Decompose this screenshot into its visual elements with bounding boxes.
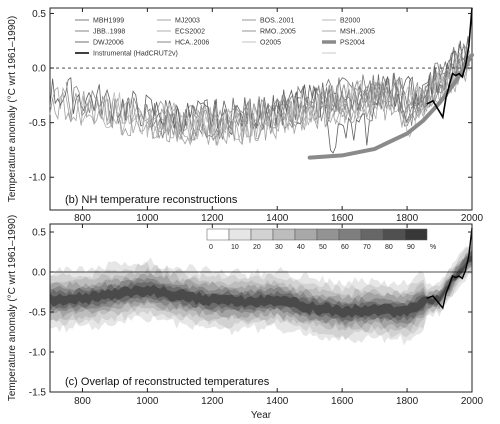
panel-c-y-axis-label: Temperature anomaly (°C wrt 1961–1990) bbox=[7, 215, 18, 401]
panel-b-frame bbox=[49, 7, 473, 211]
colorbar-cell bbox=[360, 228, 384, 241]
colorbar-unit: % bbox=[430, 244, 436, 251]
panel-c-x-ticks: 800 1000 1200 1400 1600 1800 2000 bbox=[74, 224, 484, 407]
x-tick-label: 1000 bbox=[136, 396, 159, 407]
legend-entry: MJ2003 bbox=[175, 18, 200, 25]
y-tick-label: -0.5 bbox=[29, 118, 47, 129]
x-tick-label: 1400 bbox=[266, 396, 289, 407]
legend-entry: JBB..1998 bbox=[93, 29, 125, 36]
legend-entry: MBH1999 bbox=[93, 18, 124, 25]
legend-entry: O2005 bbox=[260, 40, 281, 47]
panel-b-legend: MBH1999 MJ2003 BOS..2001 B2000 JBB..1998 ECS2… bbox=[75, 18, 375, 58]
colorbar-cell bbox=[382, 228, 406, 241]
y-tick-label: 0.5 bbox=[32, 228, 46, 239]
overlap-colorbar: 0 10 20 30 40 50 60 70 80 90% bbox=[206, 228, 436, 251]
panel-c-instrumental-line bbox=[426, 227, 473, 310]
x-tick-label: 1600 bbox=[331, 396, 354, 407]
y-tick-label: -0.5 bbox=[29, 308, 47, 319]
panel-b-x-ticks: 800 1000 1200 1400 1600 1800 2000 bbox=[74, 8, 484, 224]
panel-c-overlap-bands bbox=[50, 240, 472, 346]
colorbar-tick-label: 90 bbox=[407, 244, 415, 251]
legend-entry: HCA..2006 bbox=[175, 40, 209, 47]
panel-c-y-ticks: -1.5 -1.0 -0.5 0.0 0.5 bbox=[29, 228, 472, 399]
overlap-band bbox=[50, 250, 472, 322]
x-tick-label: 1600 bbox=[331, 213, 354, 224]
colorbar-tick-label: 30 bbox=[275, 244, 283, 251]
colorbar-tick-label: 60 bbox=[341, 244, 349, 251]
series-ps2004-line bbox=[307, 53, 474, 160]
colorbar-cell bbox=[294, 228, 318, 241]
reconstruction-line bbox=[276, 43, 470, 127]
reconstruction-line bbox=[98, 47, 471, 141]
x-tick-label: 2000 bbox=[461, 396, 484, 407]
x-tick-label: 800 bbox=[74, 396, 91, 407]
x-axis-label: Year bbox=[251, 410, 272, 421]
colorbar-cell bbox=[404, 228, 428, 241]
colorbar-cell bbox=[272, 228, 296, 241]
x-tick-label: 1000 bbox=[136, 213, 159, 224]
x-tick-label: 1200 bbox=[201, 213, 224, 224]
panel-b: -1.0 -0.5 0.0 0.5 800 1000 1200 1400 1600 1800 20… bbox=[7, 7, 484, 224]
colorbar-tick-label: 70 bbox=[363, 244, 371, 251]
panel-b-reconstruction-lines bbox=[49, 36, 471, 154]
colorbar-tick-label: 20 bbox=[253, 244, 261, 251]
x-tick-label: 800 bbox=[74, 213, 91, 224]
colorbar-cell bbox=[228, 228, 252, 241]
x-tick-label: 1800 bbox=[396, 213, 419, 224]
panel-c-frame bbox=[49, 223, 473, 393]
panel-c-title: (c) Overlap of reconstructed temperature… bbox=[65, 376, 270, 388]
legend-entry: PS2004 bbox=[340, 40, 365, 47]
x-tick-label: 2000 bbox=[461, 213, 484, 224]
legend-entry: BOS..2001 bbox=[260, 18, 294, 25]
colorbar-tick-label: 10 bbox=[231, 244, 239, 251]
y-tick-label: 0.0 bbox=[32, 64, 46, 75]
reconstruction-line bbox=[49, 36, 469, 154]
colorbar-tick-label: 40 bbox=[297, 244, 305, 251]
y-tick-label: -1.5 bbox=[29, 388, 47, 399]
series-instrumental-line bbox=[426, 7, 473, 120]
y-tick-label: 0.5 bbox=[32, 9, 46, 20]
legend-entry: ECS2002 bbox=[175, 29, 205, 36]
overlap-band bbox=[50, 255, 472, 319]
reconstruction-line bbox=[49, 60, 469, 146]
legend-entry: RMO..2005 bbox=[260, 29, 296, 36]
colorbar-tick-label: 50 bbox=[319, 244, 327, 251]
legend-entry: MSH..2005 bbox=[340, 29, 375, 36]
colorbar-cell bbox=[338, 228, 362, 241]
y-tick-label: -1.0 bbox=[29, 173, 47, 184]
colorbar-tick-label: 80 bbox=[385, 244, 393, 251]
panel-c: -1.5-1.0-0.50.00.5 800 1000 1200 1400 1600 18… bbox=[7, 215, 484, 421]
legend-entry: Instrumental (HadCRUT2v) bbox=[93, 51, 178, 58]
colorbar-cell bbox=[206, 228, 230, 241]
x-tick-label: 1200 bbox=[201, 396, 224, 407]
legend-entry: DWJ2006 bbox=[93, 40, 124, 47]
y-tick-label: -1.0 bbox=[29, 348, 47, 359]
y-tick-label: 0.0 bbox=[32, 268, 46, 279]
legend-entry: B2000 bbox=[340, 18, 360, 25]
colorbar-cell bbox=[250, 228, 274, 241]
x-tick-label: 1400 bbox=[266, 213, 289, 224]
panel-b-y-axis-label: Temperature anomaly (°C wrt 1961–1990) bbox=[7, 16, 18, 202]
colorbar-cell bbox=[316, 228, 340, 241]
colorbar-tick-label: 0 bbox=[209, 244, 213, 251]
panel-b-y-ticks: -1.0 -0.5 0.0 0.5 bbox=[29, 9, 472, 184]
x-tick-label: 1800 bbox=[396, 396, 419, 407]
panel-b-title: (b) NH temperature reconstructions bbox=[65, 194, 238, 206]
